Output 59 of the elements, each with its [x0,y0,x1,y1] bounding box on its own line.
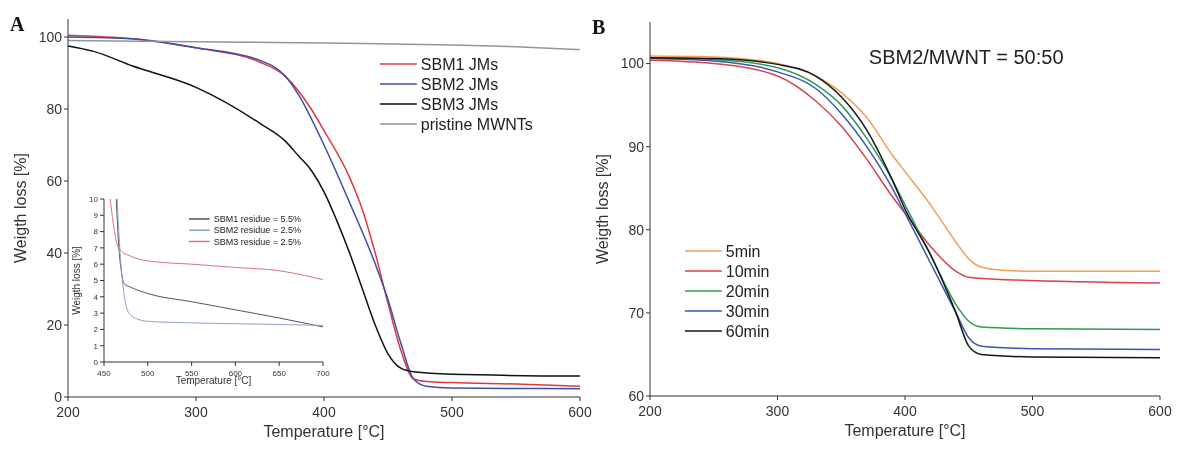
legend-label: pristine MWNTs [420,115,533,133]
legend-label: 5min [725,242,761,260]
legend-label: 60min [725,322,770,340]
y-tick-label: 5 [93,276,99,286]
legend-label: SBM3 JMs [420,95,499,113]
x-tick-label: 300 [765,403,790,419]
x-axis-title: Temperature [°C] [844,422,966,439]
y-tick-label: 80 [46,100,63,117]
annotation: SBM2/MWNT = 50:50 [868,46,1064,68]
y-tick-label: 2 [93,325,99,335]
y-tick-label: 20 [46,316,63,333]
legend-label: 30min [725,302,770,320]
y-tick-label: 8 [93,227,99,237]
y-tick-label: 100 [38,28,63,45]
y-tick-label: 60 [46,172,63,189]
y-tick-label: 3 [93,308,99,318]
y-tick-label: 1 [93,341,99,351]
y-tick-label: 9 [93,211,99,221]
x-tick-label: 400 [893,403,917,419]
x-tick-label: 550 [184,369,199,378]
chart-title: A [10,13,25,35]
legend-label: SBM1 JMs [420,55,499,73]
legend-label: 10min [725,262,770,280]
y-tick-label: 90 [628,138,645,155]
y-tick-label: 10 [89,194,99,204]
x-axis-title: Temperature [°C] [263,423,385,440]
line-series [109,198,324,281]
y-axis-title: Weigth loss [%] [593,154,611,264]
legend-label: 20min [725,282,770,300]
y-tick-label: 40 [46,244,63,261]
x-tick-label: 300 [184,404,208,420]
y-tick-label: 4 [93,292,99,302]
y-tick-label: 80 [628,221,645,238]
legend-label: SBM2 residue = 2.5% [213,225,302,236]
x-tick-label: 400 [312,404,336,420]
line-series [67,39,581,51]
x-tick-label: 500 [141,369,156,378]
legend-label: SBM3 residue = 2.5% [213,236,302,247]
chart-title: B [592,16,606,38]
y-axis-title: Weigth loss [%] [11,153,29,263]
x-tick-label: 600 [568,404,592,420]
y-axis-title: Weigth loss [%] [71,245,83,315]
y-tick-label: 0 [93,357,99,367]
x-tick-label: 500 [1020,403,1045,419]
y-tick-label: 0 [54,388,63,405]
y-tick-label: 7 [93,243,99,253]
y-tick-label: 60 [628,387,645,404]
x-tick-label: 500 [440,404,464,420]
y-tick-label: 100 [620,55,645,72]
x-tick-label: 450 [97,369,112,378]
x-tick-label: 200 [638,403,662,419]
x-tick-label: 650 [272,369,287,378]
x-tick-label: 600 [1148,403,1172,419]
y-tick-label: 70 [628,304,645,321]
legend-label: SBM1 residue = 5.5% [213,214,302,225]
x-tick-label: 200 [56,404,80,420]
x-tick-label: 700 [316,369,331,378]
legend-label: SBM2 JMs [420,75,499,93]
y-tick-label: 6 [93,260,99,269]
